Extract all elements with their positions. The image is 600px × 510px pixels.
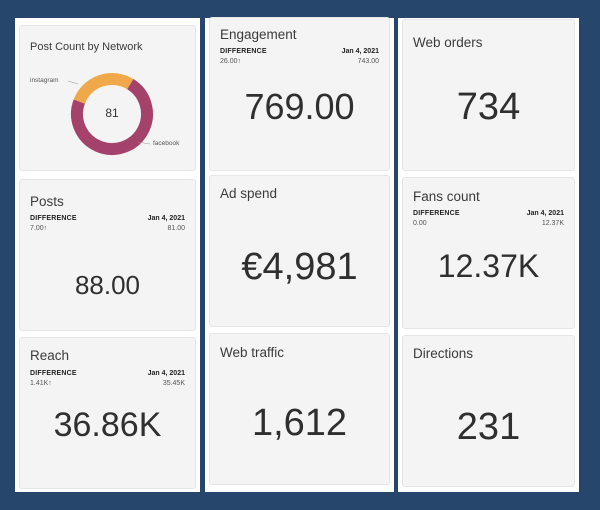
reach-previous-value: 35.45K — [162, 380, 185, 387]
fans-count-value: 12.37K — [437, 248, 540, 284]
web-traffic-value: 1,612 — [251, 402, 348, 444]
web-orders-title: Web orders — [413, 35, 483, 50]
facebook-label: facebook — [153, 140, 180, 147]
posts-difference-label: DIFFERENCE — [30, 215, 77, 222]
fans-count-date: Jan 4, 2021 — [526, 210, 564, 217]
fans-count-difference-label: DIFFERENCE — [413, 210, 460, 217]
fans-count-card[interactable]: Fans count DIFFERENCE Jan 4, 2021 0.00 1… — [403, 178, 574, 328]
fans-count-previous-value: 12.37K — [541, 220, 564, 227]
engagement-difference-value: 26.00↑ — [220, 58, 242, 65]
post-count-donut-chart — [67, 73, 153, 155]
donut-slice-instagram[interactable] — [73, 73, 134, 105]
directions-title: Directions — [413, 346, 474, 361]
web-orders-card[interactable]: Web orders 734 — [403, 20, 574, 170]
posts-card[interactable]: Posts DIFFERENCE Jan 4, 2021 7.00↑ 81.00… — [20, 180, 195, 330]
ad-spend-card[interactable]: Ad spend €4,981 — [210, 176, 389, 326]
post-count-center-value: 81 — [105, 106, 119, 120]
posts-difference-value: 7.00↑ — [30, 225, 48, 232]
fans-count-title: Fans count — [413, 189, 480, 204]
engagement-card[interactable]: Engagement DIFFERENCE Jan 4, 2021 26.00↑… — [210, 18, 389, 170]
directions-card[interactable]: Directions 231 — [403, 336, 574, 486]
engagement-value: 769.00 — [244, 86, 355, 127]
engagement-date: Jan 4, 2021 — [341, 48, 379, 55]
dashboard-column-3: Web orders 734 Fans count DIFFERENCE Jan… — [398, 18, 579, 492]
dashboard-column-1: Post Count by Network instagram facebook… — [15, 18, 200, 492]
reach-value: 36.86K — [53, 406, 162, 444]
web-orders-value: 734 — [456, 86, 521, 128]
instagram-leader-line — [67, 80, 79, 85]
reach-difference-value: 1.41K↑ — [30, 380, 52, 387]
posts-title: Posts — [30, 194, 64, 209]
reach-card[interactable]: Reach DIFFERENCE Jan 4, 2021 1.41K↑ 35.4… — [20, 338, 195, 488]
reach-title: Reach — [30, 348, 70, 363]
facebook-leader-line — [137, 141, 151, 145]
post-count-card[interactable]: Post Count by Network instagram facebook… — [20, 26, 195, 170]
web-traffic-card[interactable]: Web traffic 1,612 — [210, 334, 389, 484]
fans-count-difference-value: 0.00 — [413, 220, 427, 227]
engagement-title: Engagement — [220, 27, 297, 42]
engagement-previous-value: 743.00 — [357, 58, 379, 65]
reach-date: Jan 4, 2021 — [147, 370, 185, 377]
directions-value: 231 — [456, 406, 521, 448]
ad-spend-value: €4,981 — [241, 246, 358, 288]
engagement-difference-label: DIFFERENCE — [220, 48, 267, 55]
posts-value: 88.00 — [74, 270, 141, 300]
reach-difference-label: DIFFERENCE — [30, 370, 77, 377]
posts-date: Jan 4, 2021 — [147, 215, 185, 222]
web-traffic-title: Web traffic — [220, 345, 285, 360]
donut-slice-facebook[interactable] — [71, 79, 153, 155]
instagram-label: instagram — [30, 77, 59, 84]
posts-previous-value: 81.00 — [167, 225, 185, 232]
ad-spend-title: Ad spend — [220, 186, 278, 201]
dashboard-column-2: Engagement DIFFERENCE Jan 4, 2021 26.00↑… — [205, 18, 394, 492]
post-count-title: Post Count by Network — [30, 41, 143, 53]
